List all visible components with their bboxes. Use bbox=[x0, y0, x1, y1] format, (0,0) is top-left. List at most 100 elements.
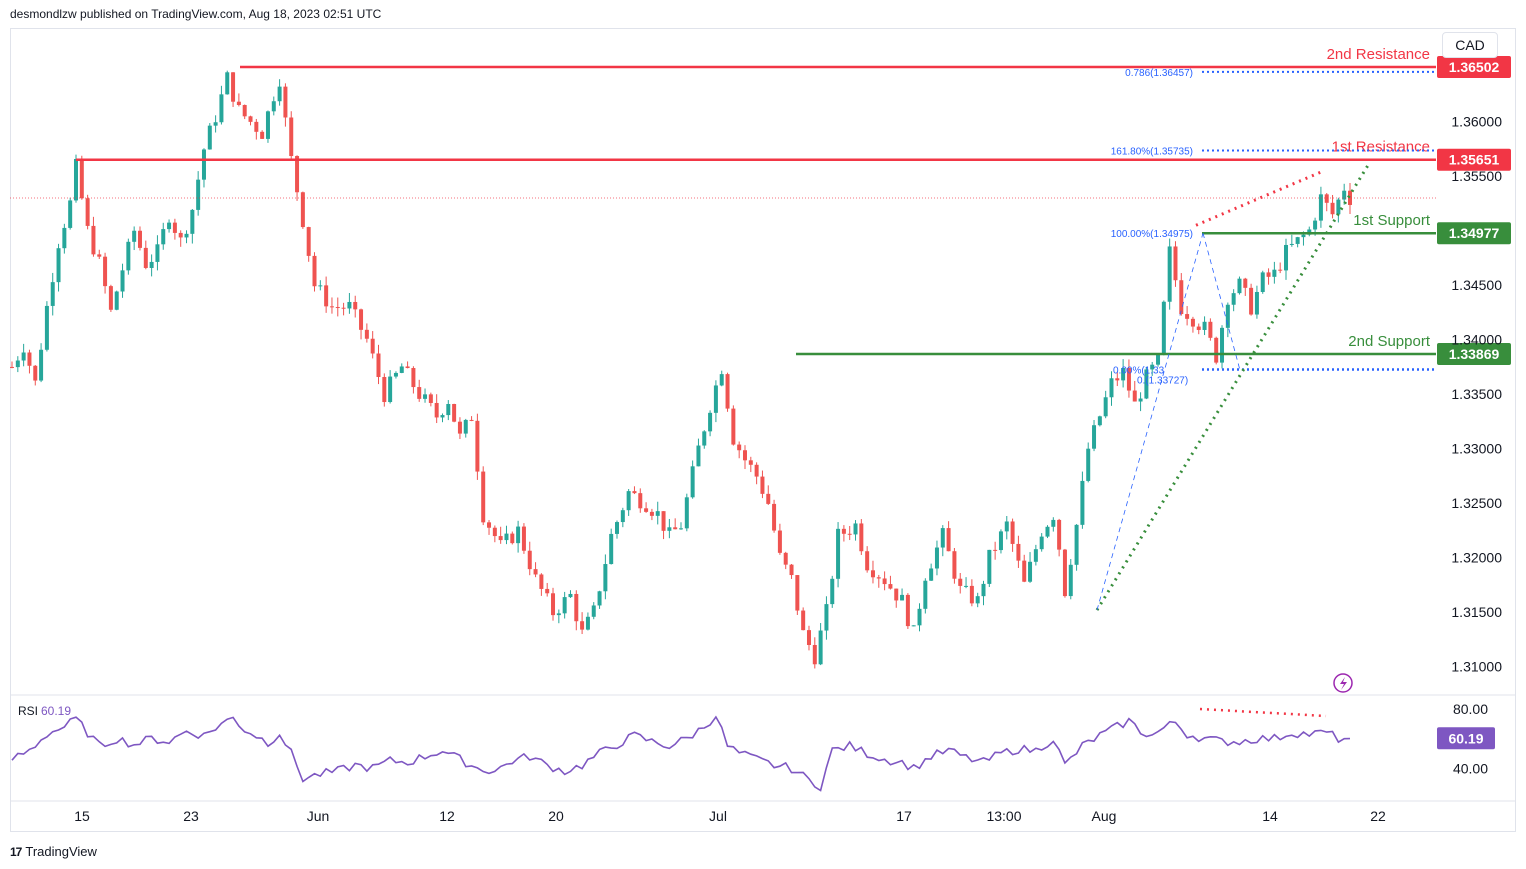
candle-body bbox=[475, 420, 480, 472]
candle-body bbox=[958, 578, 963, 586]
candle-body bbox=[457, 421, 462, 434]
candle bbox=[1214, 336, 1219, 365]
candle-body bbox=[1208, 321, 1213, 338]
candle-body bbox=[940, 528, 945, 548]
candle bbox=[836, 522, 841, 588]
candle-body bbox=[1330, 202, 1335, 215]
candle bbox=[551, 587, 556, 621]
candle bbox=[114, 290, 119, 311]
candle bbox=[190, 209, 195, 244]
candle bbox=[56, 243, 61, 292]
rsi-value-inline: 60.19 bbox=[41, 704, 71, 718]
candle bbox=[545, 582, 550, 597]
candle bbox=[21, 343, 26, 367]
candle bbox=[830, 575, 835, 608]
candle-body bbox=[277, 86, 282, 102]
candle-body bbox=[684, 497, 689, 529]
candle bbox=[998, 529, 1003, 554]
candle-body bbox=[341, 307, 346, 309]
candle-body bbox=[56, 248, 61, 283]
lightning-icon[interactable] bbox=[1333, 673, 1353, 693]
candle bbox=[638, 488, 643, 513]
candle bbox=[673, 518, 678, 530]
candle-body bbox=[696, 445, 701, 467]
candle-body bbox=[841, 528, 846, 534]
candle bbox=[1324, 193, 1329, 212]
candle-body bbox=[417, 387, 422, 399]
candle bbox=[987, 549, 992, 587]
candle bbox=[1318, 186, 1323, 228]
candle bbox=[126, 238, 131, 275]
candle bbox=[492, 525, 497, 543]
candle-body bbox=[905, 594, 910, 627]
candle-body bbox=[44, 305, 49, 350]
candle bbox=[62, 223, 67, 254]
candle bbox=[149, 254, 154, 277]
candle bbox=[1132, 380, 1137, 402]
candle bbox=[306, 226, 311, 262]
candle bbox=[50, 272, 55, 316]
candle-body bbox=[50, 282, 55, 306]
candle bbox=[15, 356, 20, 373]
candle bbox=[940, 525, 945, 557]
candle bbox=[882, 571, 887, 591]
resistance-2-label: 2nd Resistance bbox=[1327, 46, 1430, 63]
candle-body bbox=[271, 101, 276, 112]
candle-body bbox=[1016, 543, 1021, 561]
candle bbox=[1336, 197, 1341, 223]
candle bbox=[1092, 419, 1097, 452]
candle bbox=[44, 301, 49, 352]
candle-body bbox=[551, 593, 556, 616]
candle-body bbox=[900, 594, 905, 601]
candle bbox=[167, 219, 172, 233]
candle-body bbox=[1243, 278, 1248, 288]
candle bbox=[1010, 518, 1015, 552]
resistance-1-label: 1st Resistance bbox=[1332, 139, 1430, 156]
candle bbox=[411, 366, 416, 394]
candle bbox=[934, 540, 939, 576]
candle-body bbox=[248, 116, 253, 122]
candle-body bbox=[382, 377, 387, 403]
candle-body bbox=[196, 179, 201, 210]
candle bbox=[242, 104, 247, 120]
candle-body bbox=[690, 466, 695, 498]
candle-body bbox=[225, 72, 230, 95]
candle-body bbox=[219, 94, 224, 123]
candle-body bbox=[585, 616, 590, 630]
candle-body bbox=[120, 270, 125, 292]
candle bbox=[853, 520, 858, 541]
candle-body bbox=[213, 122, 218, 126]
candle-body bbox=[661, 511, 666, 531]
currency-button[interactable]: CAD bbox=[1442, 32, 1498, 58]
candle bbox=[1272, 261, 1277, 284]
candle-body bbox=[521, 526, 526, 551]
fib-100-label: 100.00%(1.34975) bbox=[1111, 229, 1193, 240]
candle bbox=[1243, 277, 1248, 296]
candle bbox=[207, 123, 212, 150]
candle-body bbox=[73, 158, 78, 201]
candle-body bbox=[789, 564, 794, 576]
candle bbox=[428, 392, 433, 407]
candle-body bbox=[1121, 368, 1126, 381]
candle bbox=[1266, 268, 1271, 285]
candle bbox=[79, 155, 84, 200]
fib-0-label-b: 0.(1.33727) bbox=[1137, 375, 1188, 386]
price-tick-label: 1.31000 bbox=[1451, 659, 1502, 675]
candle bbox=[964, 577, 969, 589]
candle bbox=[644, 502, 649, 513]
candle-body bbox=[1051, 519, 1056, 527]
candle bbox=[97, 249, 102, 260]
resistance-2-price-text: 1.36502 bbox=[1449, 59, 1500, 75]
candle-body bbox=[719, 374, 724, 386]
resistance-divergence-line bbox=[1195, 169, 1325, 227]
candle-body bbox=[283, 86, 288, 118]
candle bbox=[347, 293, 352, 314]
candle-body bbox=[911, 625, 916, 627]
candle-body bbox=[1289, 243, 1294, 245]
candle-body bbox=[859, 523, 864, 552]
candle-body bbox=[562, 597, 567, 614]
candle-body bbox=[300, 192, 305, 228]
candle-body bbox=[347, 301, 352, 309]
candle bbox=[737, 441, 742, 459]
